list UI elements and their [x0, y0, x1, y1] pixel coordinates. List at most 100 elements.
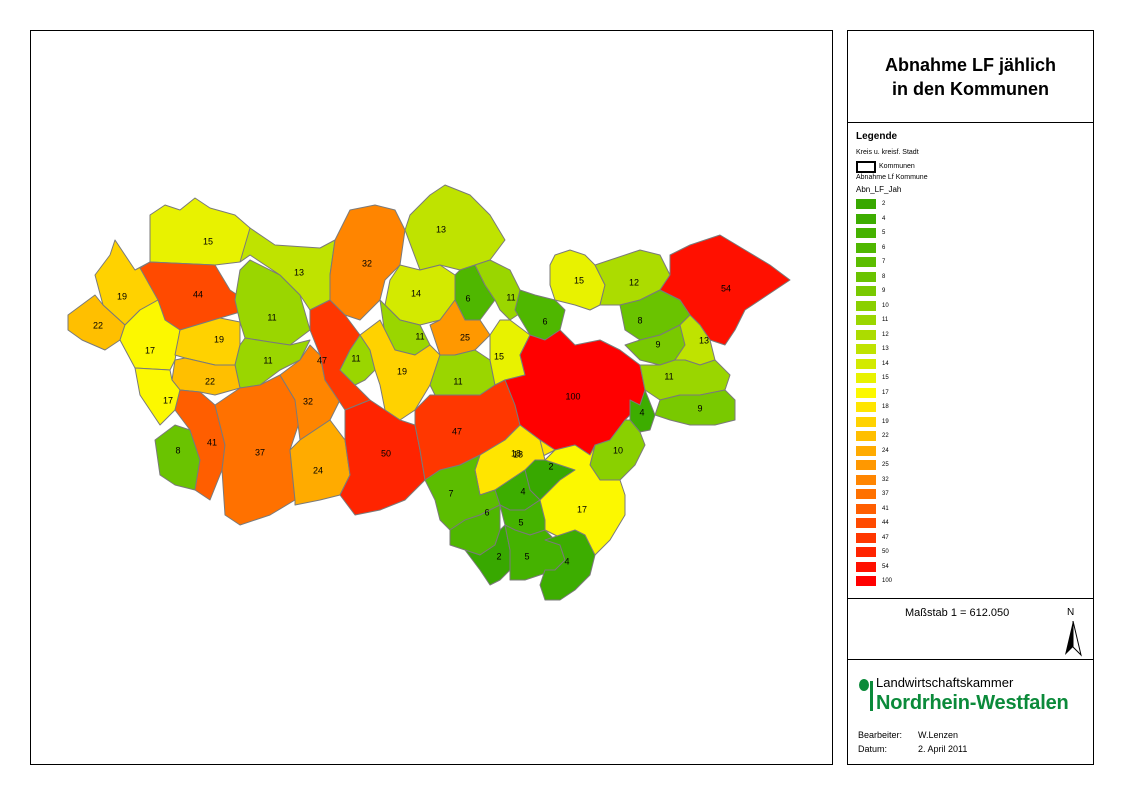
- municipality-value-label: 4: [564, 556, 569, 566]
- municipality-value-label: 12: [629, 277, 639, 287]
- legend-swatch: [856, 286, 876, 297]
- side-panel: Abnahme LF jählich in den Kommunen Legen…: [847, 30, 1094, 765]
- legend: Legende Kreis u. kreisf. Stadt Kommunen …: [848, 122, 1093, 598]
- municipality-value-label: 41: [207, 437, 217, 447]
- municipality-value-label: 4: [639, 407, 644, 417]
- municipality-value-label: 6: [465, 293, 470, 303]
- legend-swatch: [856, 315, 876, 326]
- municipality-value-label: 14: [411, 288, 421, 298]
- legend-swatch: [856, 373, 876, 384]
- municipality-area: [149, 197, 251, 266]
- legend-entry: 6: [856, 241, 1093, 256]
- municipality-value-label: 17: [145, 345, 155, 355]
- legend-entry-label: 54: [882, 563, 889, 570]
- legend-entry: 8: [856, 270, 1093, 285]
- legend-entry: 13: [856, 342, 1093, 357]
- municipality-value-label: 4: [520, 486, 525, 496]
- legend-entry: 47: [856, 531, 1093, 546]
- municipality-area: [339, 399, 426, 516]
- legend-entry-label: 13: [882, 346, 889, 353]
- municipality-value-label: 100: [565, 391, 580, 401]
- legend-swatch: [856, 213, 876, 224]
- date-label: Datum:: [858, 744, 888, 754]
- title-line-1: Abnahme LF jählich: [884, 54, 1057, 75]
- legend-entry: 24: [856, 444, 1093, 459]
- legend-entry-label: 24: [882, 447, 889, 454]
- legend-entry: 22: [856, 429, 1093, 444]
- municipality-area: [539, 529, 596, 601]
- legend-entry: 12: [856, 328, 1093, 343]
- legend-swatch: [856, 503, 876, 514]
- legend-entry-label: 41: [882, 505, 889, 512]
- legend-entry-label: 50: [882, 549, 889, 556]
- legend-entry: 50: [856, 545, 1093, 560]
- legend-entry-label: 37: [882, 491, 889, 498]
- municipality-value-label: 37: [255, 447, 265, 457]
- legend-swatch: [856, 199, 876, 210]
- legend-field-name: Abn_LF_Jah: [856, 185, 902, 194]
- author-value: W.Lenzen: [918, 730, 959, 740]
- legend-swatch: [856, 402, 876, 413]
- municipality-value-label: 11: [664, 371, 673, 381]
- legend-entry: 41: [856, 502, 1093, 517]
- municipality-value-label: 6: [484, 507, 489, 517]
- municipality-value-label: 5: [518, 517, 523, 527]
- legend-entry: 18: [856, 400, 1093, 415]
- lwk-leaf-icon: [859, 679, 873, 711]
- legend-entry-label: 8: [882, 273, 886, 280]
- legend-entry-label: 17: [882, 389, 889, 396]
- municipality-value-label: 7: [448, 488, 453, 498]
- legend-swatch: [856, 242, 876, 253]
- legend-swatch: [856, 271, 876, 282]
- legend-entry: 5: [856, 226, 1093, 241]
- municipality-value-label: 6: [542, 316, 547, 326]
- legend-kommune-label: Kommunen: [879, 163, 915, 170]
- legend-entry: 10: [856, 299, 1093, 314]
- legend-entry-label: 18: [882, 404, 889, 411]
- municipality-value-label: 11: [415, 331, 424, 341]
- legend-kommune-row: Kommunen: [856, 161, 1093, 173]
- legend-entry: 9: [856, 284, 1093, 299]
- legend-entry: 25: [856, 458, 1093, 473]
- date-row: Datum: 2. April 2011: [858, 744, 967, 754]
- municipality-value-label: 54: [721, 283, 731, 293]
- municipality-value-label: 11: [453, 376, 462, 386]
- logo-line-2: Nordrhein-Westfalen: [876, 692, 1069, 714]
- legend-entry: 11: [856, 313, 1093, 328]
- legend-sub-abnahme: Abnahme Lf Kommune: [856, 174, 928, 181]
- legend-entry-label: 12: [882, 331, 889, 338]
- municipality-value-label: 8: [637, 315, 642, 325]
- municipality-value-label: 32: [362, 258, 372, 268]
- map-panel: 15 19 22 44 17 19 11 13 11 22 17 8 41 37 32 24 47 32 13 14 6…: [30, 30, 833, 765]
- municipality-value-label: 2: [496, 551, 501, 561]
- municipality-value-label: 2: [548, 461, 553, 471]
- municipality-value-label: 9: [697, 403, 702, 413]
- legend-swatch: [856, 518, 876, 529]
- legend-entry-label: 5: [882, 230, 886, 237]
- legend-entry-label: 25: [882, 462, 889, 469]
- legend-swatch: [856, 460, 876, 471]
- municipality-value-label: 15: [494, 351, 504, 361]
- municipality-value-label: 19: [397, 366, 407, 376]
- legend-swatch: [856, 329, 876, 340]
- legend-entry-label: 100: [882, 578, 893, 585]
- municipality-value-label: 9: [655, 339, 660, 349]
- logo-section: Landwirtschaftskammer Nordrhein-Westfale…: [848, 659, 1093, 766]
- municipality-value-label: 11: [351, 353, 360, 363]
- legend-entry-label: 2: [882, 201, 886, 208]
- municipality-value-label: 22: [93, 320, 103, 330]
- legend-entry-label: 14: [882, 360, 889, 367]
- municipality-value-label: 13: [436, 224, 446, 234]
- legend-entry-label: 22: [882, 433, 889, 440]
- legend-entry: 2: [856, 197, 1093, 212]
- legend-entry-label: 47: [882, 534, 889, 541]
- legend-entry: 17: [856, 386, 1093, 401]
- legend-swatch: [856, 445, 876, 456]
- legend-swatch: [856, 358, 876, 369]
- legend-entry-label: 4: [882, 215, 886, 222]
- title-line-2: in den Kommunen: [892, 78, 1049, 99]
- author-row: Bearbeiter: W.Lenzen: [858, 730, 958, 740]
- legend-swatch: [856, 228, 876, 239]
- legend-entry-label: 10: [882, 302, 889, 309]
